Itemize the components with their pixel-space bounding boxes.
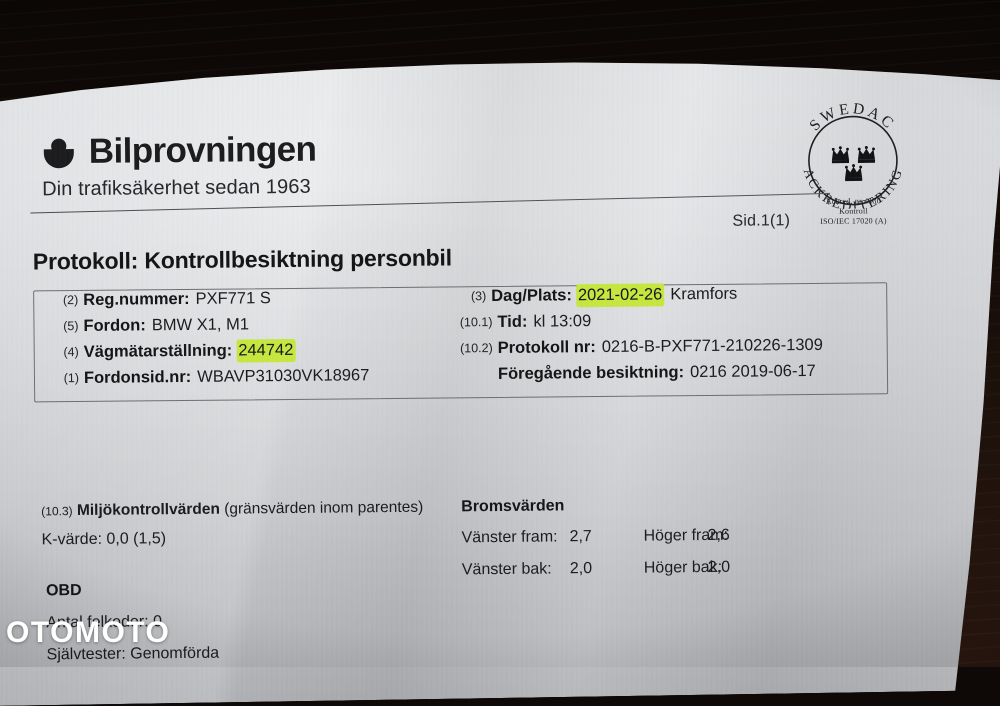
k-value: K-värde: 0,0 (1,5)	[41, 528, 423, 550]
field-label: Fordon:	[83, 316, 145, 336]
field-value: PXF771 S	[195, 289, 270, 309]
field-value-highlighted: 244742	[238, 341, 293, 361]
otomoto-watermark: OTOMOTO	[6, 616, 170, 650]
field-value-highlighted: 2021-02-26	[578, 285, 663, 305]
section-subtitle: (gränsvärden inom parentes)	[224, 499, 423, 518]
field-value: kl 13:09	[533, 312, 591, 332]
field-tag: (3)	[452, 289, 486, 303]
vehicle-info-box: (2) Reg.nummer: PXF771 S (5) Fordon: BMW…	[33, 282, 888, 402]
brake-value-left-rear: 2,0	[570, 560, 616, 578]
field-value: 0216-B-PXF771-210226-1309	[602, 336, 823, 357]
svg-text:SWEDAC: SWEDAC	[806, 100, 899, 135]
field-tag: (2)	[44, 293, 78, 307]
accreditation-standard: ISO/IEC 17020 (A)	[788, 215, 918, 226]
field-tag: (1)	[45, 371, 79, 385]
section-title: Miljökontrollvärden	[77, 501, 220, 519]
page-number: Sid.1(1)	[732, 212, 790, 231]
brake-values-section: Bromsvärden Vänster fram: 2,7 Höger fram…	[461, 496, 754, 580]
brake-value-right-front: 2,6	[707, 527, 753, 545]
brake-label-left-rear: Vänster bak:	[462, 560, 570, 579]
field-label: Reg.nummer:	[83, 290, 190, 310]
field-label: Tid:	[497, 313, 527, 332]
field-label: Föregående besiktning:	[498, 363, 684, 384]
brake-value-left-front: 2,7	[569, 528, 615, 546]
field-value: BMW X1, M1	[152, 315, 249, 335]
field-protokoll-nr: (10.2) Protokoll nr: 0216-B-PXF771-21022…	[453, 335, 883, 365]
field-reg-nummer: (2) Reg.nummer: PXF771 S	[44, 287, 464, 317]
inspection-protocol-paper: Bilprovningen Din trafiksäkerhet sedan 1…	[0, 50, 1000, 706]
field-dag-plats: (3) Dag/Plats: 2021-02-26 Kramfors	[452, 283, 882, 313]
document-sheet: Bilprovningen Din trafiksäkerhet sedan 1…	[0, 53, 1000, 703]
field-tag: (10.2)	[453, 341, 493, 355]
brakes-heading: Bromsvärden	[461, 496, 753, 517]
field-value: 0216 2019-06-17	[690, 362, 816, 382]
person-logo-icon	[42, 135, 76, 169]
brake-label-right-front: Höger fram:	[615, 527, 707, 546]
obd-heading: OBD	[46, 581, 219, 601]
accreditation-caption: Ackred. nr 4130 Kontroll ISO/IEC 17020 (…	[788, 196, 918, 226]
environment-heading: (10.3) Miljökontrollvärden (gränsvärden …	[41, 499, 423, 521]
brand-name: Bilprovningen	[89, 132, 317, 169]
field-tid: (10.1) Tid: kl 13:09	[452, 309, 882, 339]
field-tag: (4)	[45, 345, 79, 359]
field-label: Dag/Plats:	[491, 286, 572, 306]
field-value: WBAVP31030VK18967	[197, 366, 369, 387]
brake-value-right-rear: 2,0	[708, 559, 754, 577]
environment-values-section: (10.3) Miljökontrollvärden (gränsvärden …	[41, 499, 423, 550]
swedac-accreditation-stamp: SWEDAC ACKREDITERING	[787, 98, 918, 229]
field-fordonsid-nr: (1) Fordonsid.nr: WBAVP31030VK18967	[45, 365, 465, 395]
page-title: Protokoll: Kontrollbesiktning personbil	[33, 244, 452, 275]
vehicle-info-right-column: (3) Dag/Plats: 2021-02-26 Kramfors (10.1…	[452, 283, 883, 391]
field-fordon: (5) Fordon: BMW X1, M1	[44, 313, 464, 343]
field-vagmatarstallning: (4) Vägmätarställning: 244742	[45, 339, 465, 369]
brakes-table: Vänster fram: 2,7 Höger fram: 2,6 Vänste…	[461, 527, 753, 580]
vehicle-info-left-column: (2) Reg.nummer: PXF771 S (5) Fordon: BMW…	[44, 287, 465, 395]
brand-tagline: Din trafiksäkerhet sedan 1963	[42, 176, 311, 202]
field-tag: (5)	[44, 319, 78, 333]
field-tag: (10.1)	[452, 315, 492, 329]
brake-label-right-rear: Höger bak:	[616, 559, 708, 578]
bilprovningen-logo: Bilprovningen	[42, 132, 317, 170]
field-foregaende-besiktning: Föregående besiktning: 0216 2019-06-17	[453, 361, 883, 391]
field-value-location: Kramfors	[670, 285, 737, 305]
field-label: Fordonsid.nr:	[84, 368, 191, 388]
field-label: Vägmätarställning:	[84, 342, 233, 362]
section-tag: (10.3)	[41, 504, 72, 518]
brake-label-left-front: Vänster fram:	[461, 528, 569, 547]
field-label: Protokoll nr:	[498, 338, 596, 358]
